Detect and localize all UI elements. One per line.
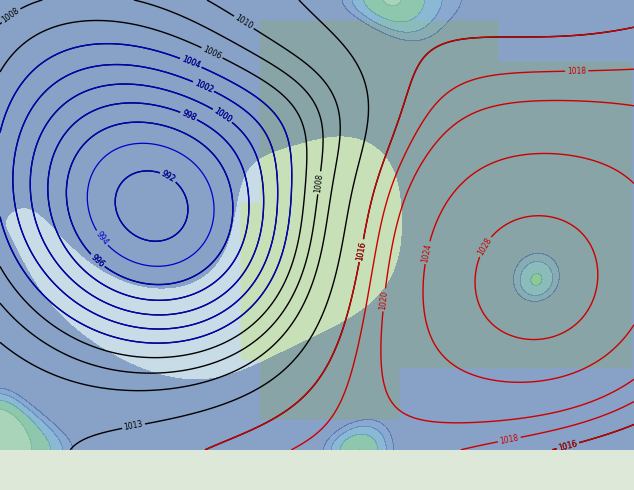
Text: 1006: 1006 — [202, 45, 223, 61]
Text: 1024: 1024 — [421, 242, 434, 263]
Text: 1013: 1013 — [123, 420, 144, 432]
Text: 992: 992 — [160, 169, 177, 184]
Text: 1018: 1018 — [567, 66, 586, 75]
Text: 9: 9 — [150, 473, 156, 483]
Text: 8: 8 — [129, 473, 136, 483]
Text: 1004: 1004 — [180, 55, 202, 71]
Text: 1010: 1010 — [233, 13, 254, 31]
Text: 994: 994 — [94, 230, 110, 247]
Text: Bft: Bft — [237, 473, 256, 483]
Text: 10: 10 — [167, 473, 179, 483]
Text: Wind 10m: Wind 10m — [5, 473, 55, 483]
Text: ©weatheronline.co.uk: ©weatheronline.co.uk — [512, 473, 629, 483]
Text: 1008: 1008 — [314, 172, 325, 193]
Text: 996: 996 — [89, 252, 106, 269]
Text: 1016: 1016 — [355, 240, 368, 261]
Text: 1002: 1002 — [193, 78, 214, 95]
Text: 6: 6 — [89, 473, 95, 483]
Text: 11: 11 — [187, 473, 200, 483]
Text: 1004: 1004 — [180, 55, 202, 71]
Text: 998: 998 — [180, 109, 197, 123]
Text: 1020: 1020 — [378, 290, 390, 310]
Text: 1002: 1002 — [193, 78, 214, 95]
Text: 1000: 1000 — [212, 106, 233, 124]
Text: 992: 992 — [160, 169, 177, 184]
Text: Sa 25-05-2024 06:00 UTC (00+06): Sa 25-05-2024 06:00 UTC (00+06) — [435, 452, 629, 462]
Text: 998: 998 — [180, 109, 197, 123]
Text: 1018: 1018 — [499, 433, 519, 446]
Text: 1016: 1016 — [355, 240, 368, 261]
Text: 1000: 1000 — [212, 106, 233, 124]
Text: 7: 7 — [109, 473, 115, 483]
Text: 1028: 1028 — [476, 236, 493, 257]
Text: 12: 12 — [207, 473, 220, 483]
Text: 1016: 1016 — [557, 439, 578, 453]
Text: 1016: 1016 — [557, 439, 578, 453]
Text: 1008: 1008 — [0, 6, 21, 25]
Text: 996: 996 — [89, 252, 106, 269]
Text: High wind areas [hPa] ECMWF: High wind areas [hPa] ECMWF — [5, 452, 174, 462]
